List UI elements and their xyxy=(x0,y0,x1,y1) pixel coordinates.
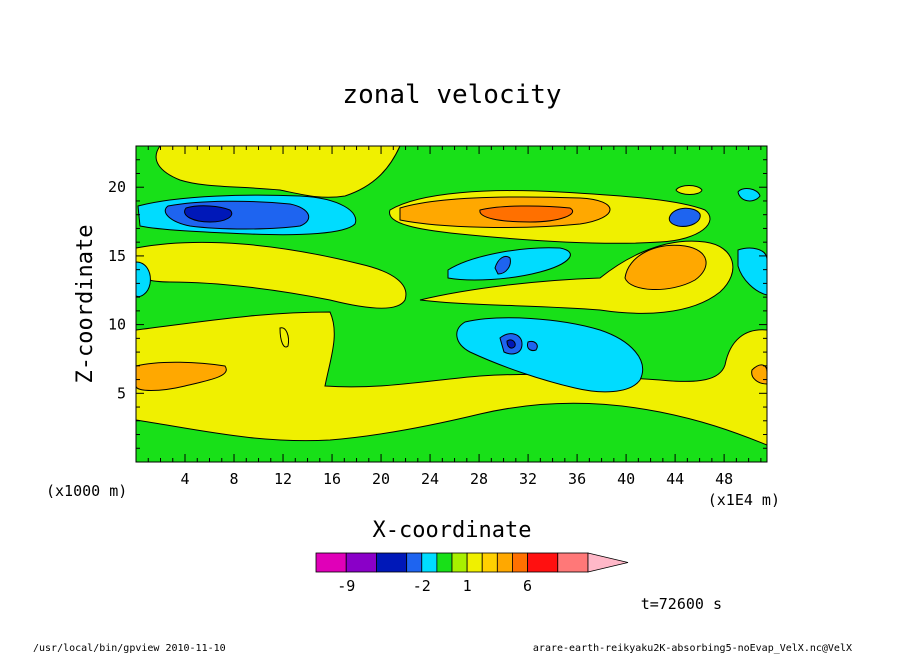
contour-region xyxy=(136,261,151,297)
colorbar-tick-label: -2 xyxy=(413,577,431,595)
colorbar-tick-label: -9 xyxy=(337,577,355,595)
colorbar-swatch xyxy=(315,552,347,573)
contour-region xyxy=(675,185,703,195)
x-unit-label: (x1E4 m) xyxy=(708,491,780,509)
contour-region xyxy=(668,207,701,227)
x-tick-label: 32 xyxy=(519,470,537,488)
x-tick-labels: 4 8 12 16 20 24 28 32 36 40 44 48 xyxy=(180,470,733,488)
contour-region xyxy=(494,255,511,275)
colorbar-tick-label: 1 xyxy=(463,577,472,595)
colorbar-swatch xyxy=(481,552,498,573)
colorbar-swatch xyxy=(345,552,377,573)
x-tick-label: 40 xyxy=(617,470,635,488)
contour-region xyxy=(279,327,289,348)
colorbar-swatch xyxy=(527,552,559,573)
colorbar-swatch xyxy=(451,552,468,573)
x-tick-label: 8 xyxy=(230,470,239,488)
x-tick-label: 12 xyxy=(274,470,292,488)
footer-right: arare-earth-reikyaku2K-absorbing5-noEvap… xyxy=(533,643,852,654)
x-tick-label: 36 xyxy=(568,470,586,488)
colorbar-tick-label: 6 xyxy=(523,577,532,595)
colorbar-swatch xyxy=(421,552,438,573)
colorbar-swatch xyxy=(436,552,453,573)
footer-left: /usr/local/bin/gpview 2010-11-10 xyxy=(33,643,226,654)
x-tick-label: 4 xyxy=(180,470,189,488)
colorbar-swatch xyxy=(376,552,408,573)
colorbar-swatch xyxy=(406,552,423,573)
contour-region xyxy=(479,205,573,223)
contour-region xyxy=(624,244,707,290)
colorbar-extend-arrow xyxy=(587,552,629,573)
x-axis-label: X-coordinate xyxy=(373,518,532,543)
x-tick-label: 16 xyxy=(323,470,341,488)
x-tick-label: 28 xyxy=(470,470,488,488)
colorbar xyxy=(315,552,629,573)
y-unit-label: (x1000 m) xyxy=(46,482,127,500)
contour-region xyxy=(527,341,538,351)
y-axis-label: Z-coordinate xyxy=(73,225,98,384)
contour-field xyxy=(136,146,767,462)
colorbar-swatch xyxy=(512,552,528,573)
contour-region xyxy=(136,311,767,446)
y-tick-label: 20 xyxy=(108,178,126,196)
x-tick-label: 20 xyxy=(372,470,390,488)
colorbar-swatch xyxy=(496,552,513,573)
x-tick-label: 48 xyxy=(715,470,733,488)
plot-frame xyxy=(135,145,768,463)
contour-region xyxy=(184,205,233,223)
chart-title: zonal velocity xyxy=(342,80,561,110)
contour-region xyxy=(136,361,227,391)
y-tick-label: 15 xyxy=(108,247,126,265)
y-tick-label: 10 xyxy=(108,316,126,334)
colorbar-swatch xyxy=(466,552,483,573)
colorbar-swatch xyxy=(557,552,589,573)
contour-region xyxy=(737,188,761,202)
contour-region xyxy=(506,339,516,349)
contour-region xyxy=(737,247,767,296)
y-tick-labels: 5 10 15 20 xyxy=(108,178,126,402)
x-tick-label: 24 xyxy=(421,470,439,488)
time-info: t=72600 s xyxy=(641,595,722,613)
axis-ticks xyxy=(136,146,767,462)
contour-region xyxy=(155,146,401,198)
x-tick-label: 44 xyxy=(666,470,684,488)
colorbar-tick-labels: -9 -2 1 6 xyxy=(337,577,532,595)
y-tick-label: 5 xyxy=(117,384,126,402)
contour-region xyxy=(136,241,407,309)
